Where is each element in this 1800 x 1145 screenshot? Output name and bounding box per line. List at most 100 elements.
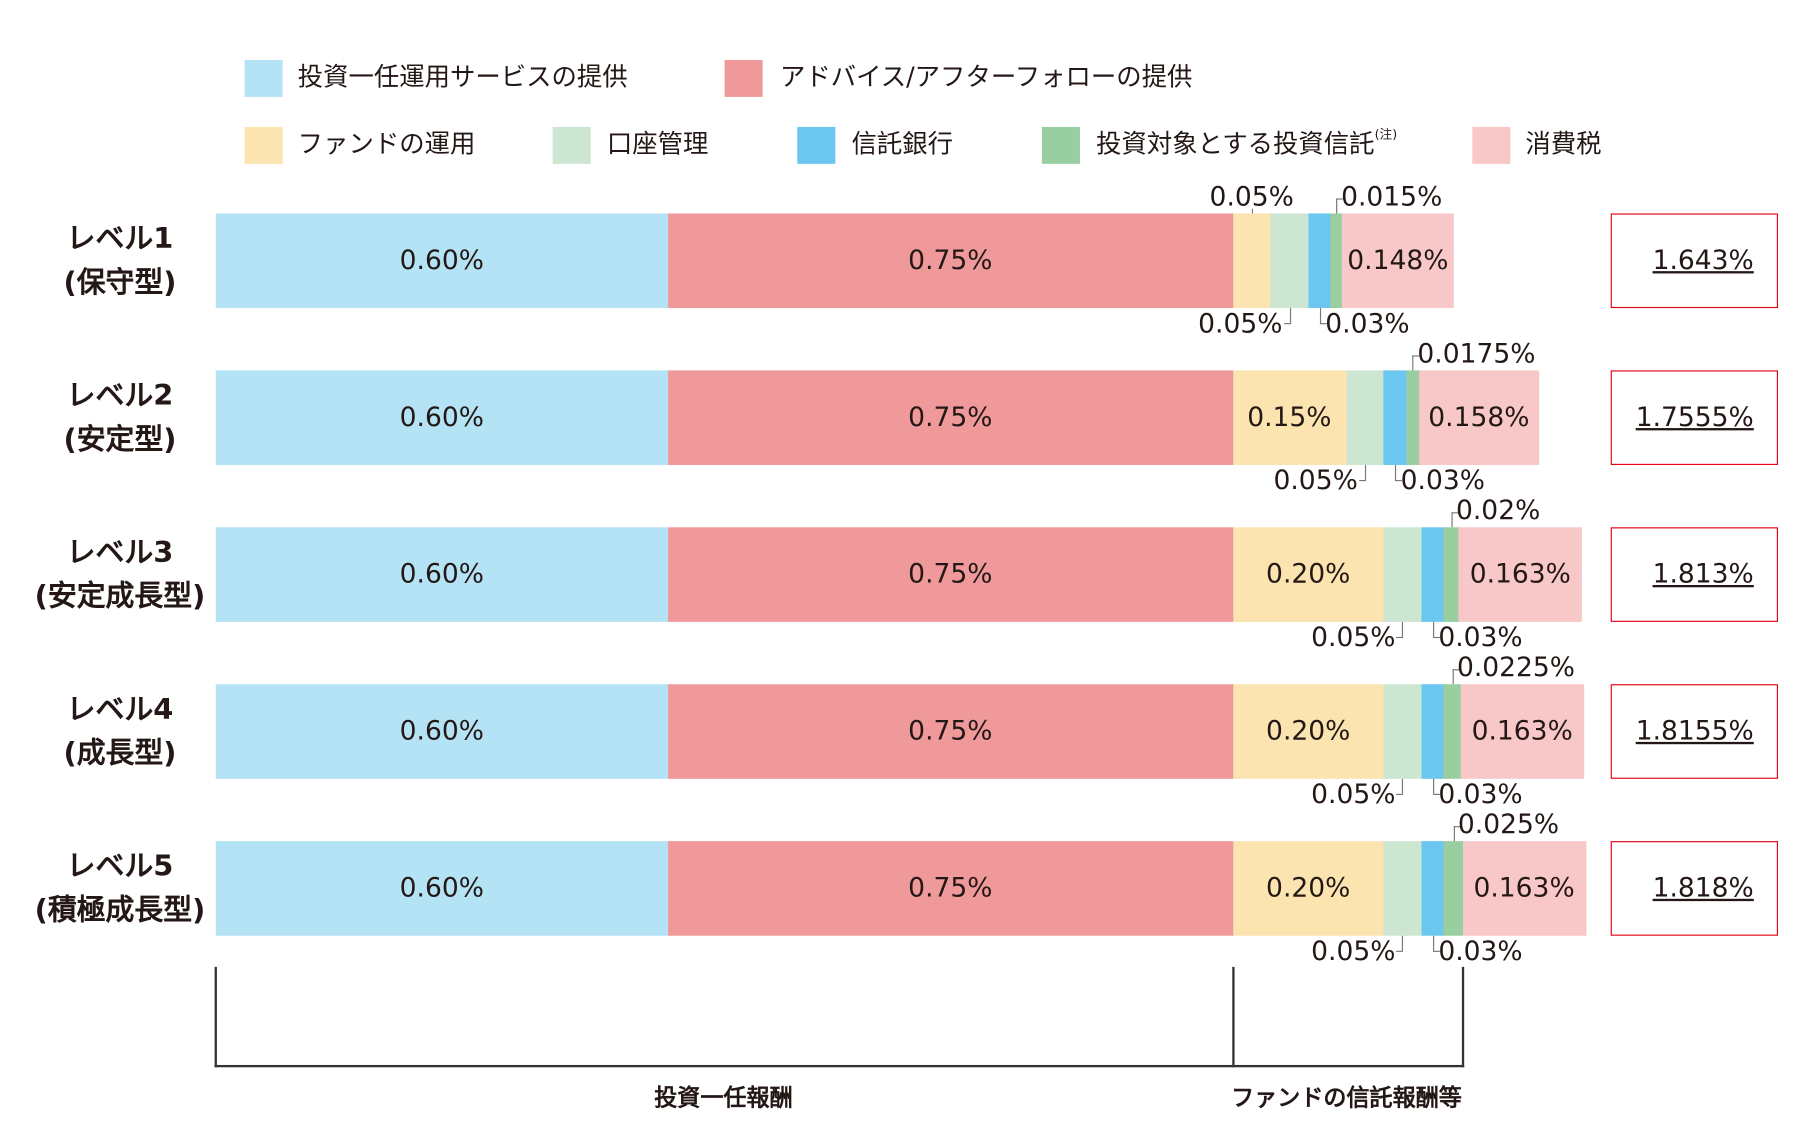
callout-line <box>1432 636 1440 639</box>
row-label-type: (成長型) <box>63 736 177 770</box>
segment-label: 0.03% <box>1438 779 1523 810</box>
segment-label: 0.15% <box>1247 402 1332 433</box>
bar-segment <box>667 213 1234 309</box>
callout-line <box>1451 512 1453 528</box>
callout-line <box>1396 950 1404 952</box>
callout-line <box>1432 621 1434 637</box>
segment-label: 0.03% <box>1438 936 1523 967</box>
total-fee-value: 1.818% <box>1652 873 1754 904</box>
segment-label: 0.163% <box>1471 716 1573 747</box>
legend-text: アドバイス/アフターフォローの提供 <box>779 63 1193 93</box>
segment-label: 0.05% <box>1311 779 1396 810</box>
bar-segment <box>1460 684 1585 779</box>
bar-segment <box>1232 527 1385 622</box>
bar-segment <box>215 370 669 465</box>
segment-label: 0.60% <box>399 402 484 433</box>
callout-line <box>1396 636 1404 639</box>
segment-label: 0.158% <box>1428 402 1530 433</box>
row-label-type: (安定型) <box>63 422 177 456</box>
legend-label: アドバイス/アフターフォローの提供 <box>780 60 1192 97</box>
legend-swatch <box>552 126 591 164</box>
bar-segment <box>667 841 1234 936</box>
bracket-mid-vertical <box>1232 966 1234 1068</box>
segment-label: 0.20% <box>1266 873 1351 904</box>
legend-label: 信託銀行 <box>852 127 954 164</box>
legend-swatch <box>244 126 283 164</box>
callout-line <box>1402 935 1404 951</box>
bar-segment <box>1232 841 1385 936</box>
callout-line <box>1358 479 1366 482</box>
row-label-type: (積極成長型) <box>34 893 206 927</box>
bar-segment <box>215 213 669 309</box>
callout-line <box>1432 793 1440 795</box>
segment-label: 0.163% <box>1469 559 1571 590</box>
row-label-level: レベル4 <box>66 692 174 726</box>
callout-line <box>1283 323 1291 325</box>
bar-segment <box>1462 841 1587 936</box>
bar-segment <box>1421 841 1445 936</box>
bar-segment <box>667 684 1234 779</box>
total-fee-box: 1.813% <box>1610 527 1779 622</box>
callout-line <box>1412 355 1414 371</box>
legend-label: 投資対象とする投資信託(注) <box>1096 127 1397 164</box>
total-fee-value: 1.813% <box>1652 559 1754 590</box>
legend-swatch <box>797 126 836 164</box>
legend-text: 消費税 <box>1525 130 1602 160</box>
row-label-level: レベル3 <box>66 535 174 569</box>
bracket-left-vertical <box>214 966 217 1068</box>
total-fee-value: 1.7555% <box>1635 402 1754 433</box>
total-fee-box: 1.8155% <box>1610 684 1779 779</box>
segment-label: 0.75% <box>908 402 993 433</box>
bar-segment <box>1419 370 1539 465</box>
segment-label: 0.02% <box>1455 496 1541 527</box>
callout-line <box>1394 479 1402 482</box>
segment-label: 0.60% <box>399 873 484 904</box>
segment-label: 0.163% <box>1473 873 1575 904</box>
legend-label: 投資一任運用サービスの提供 <box>298 60 628 97</box>
legend-text: 投資対象とする投資信託 <box>1096 130 1375 160</box>
total-fee-box: 1.818% <box>1610 841 1779 936</box>
segment-label: 0.05% <box>1273 466 1358 497</box>
segment-label: 0.0225% <box>1456 653 1576 684</box>
legend-swatch <box>1041 126 1080 164</box>
total-fee-value: 1.8155% <box>1635 716 1754 747</box>
callout-line <box>1452 669 1454 685</box>
total-fee-box: 1.7555% <box>1610 370 1779 465</box>
callout-line <box>1402 778 1404 794</box>
segment-label: 0.05% <box>1311 623 1396 654</box>
legend-swatch <box>724 59 763 97</box>
callout-line <box>1336 198 1344 200</box>
bar-segment <box>215 841 669 936</box>
legend-swatch <box>244 59 283 97</box>
bar-segment <box>1342 213 1455 309</box>
segment-label: 0.015% <box>1341 182 1443 213</box>
callout-line <box>1319 308 1321 324</box>
bar-segment <box>1383 841 1422 936</box>
callout-line <box>1452 669 1460 671</box>
segment-label: 0.75% <box>908 245 993 276</box>
bar-segment <box>215 684 669 779</box>
callout-line <box>1336 198 1338 214</box>
callout-line <box>1432 950 1440 952</box>
bar-segment <box>667 370 1234 465</box>
legend-text: ファンドの運用 <box>297 130 476 160</box>
segment-label: 0.025% <box>1457 809 1560 840</box>
segment-label: 0.148% <box>1347 245 1449 276</box>
segment-label: 0.05% <box>1209 182 1294 213</box>
legend-note: (注) <box>1374 126 1398 142</box>
callout-line <box>1251 208 1253 214</box>
legend-swatch <box>1472 126 1511 164</box>
legend-label: ファンドの運用 <box>298 127 476 164</box>
row-label-type: (安定成長型) <box>34 579 206 613</box>
segment-label: 0.05% <box>1198 309 1283 340</box>
callout-line <box>1453 826 1455 842</box>
row-label-level: レベル2 <box>66 378 174 412</box>
bar-segment <box>1383 527 1422 622</box>
row-label-type: (保守型) <box>63 265 177 299</box>
bar-segment <box>215 527 669 622</box>
segment-label: 0.20% <box>1266 716 1351 747</box>
segment-label: 0.03% <box>1325 309 1410 340</box>
segment-label: 0.03% <box>1400 466 1485 497</box>
callout-line <box>1412 355 1420 357</box>
